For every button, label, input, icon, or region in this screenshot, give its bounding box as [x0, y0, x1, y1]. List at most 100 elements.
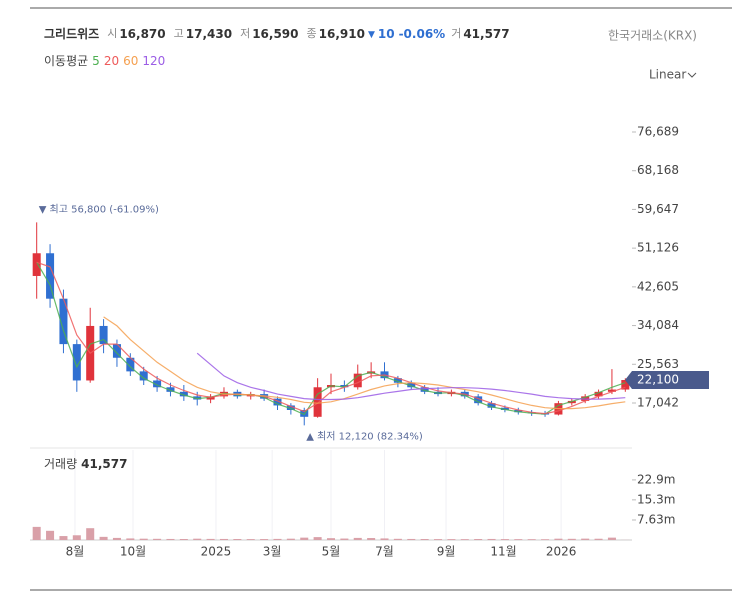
- field-value: 16,910: [319, 27, 365, 41]
- volume-bar: [380, 538, 389, 540]
- candle-body: [514, 409, 523, 413]
- volume-bar: [500, 539, 509, 540]
- volume-bar: [607, 537, 616, 540]
- candle-body: [46, 253, 55, 299]
- x-tick-label: 10월: [120, 545, 146, 559]
- volume-bar: [286, 538, 295, 540]
- candle-body: [393, 378, 402, 383]
- volume-bar: [340, 538, 349, 540]
- candle-body: [32, 253, 41, 276]
- legend-entry: 120: [142, 54, 165, 68]
- x-tick-label: 5월: [322, 545, 341, 559]
- volume-tick-label: 7.63m: [637, 512, 675, 526]
- volume-bar: [554, 538, 563, 540]
- volume-bar: [179, 539, 188, 540]
- volume-bar: [112, 537, 121, 540]
- candle-body: [206, 396, 215, 400]
- x-tick-label: 11월: [490, 545, 516, 559]
- volume-bar: [233, 539, 242, 540]
- candle-body: [607, 389, 616, 392]
- x-tick-label: 3월: [263, 545, 282, 559]
- volume-bar: [139, 538, 148, 540]
- field-label: 시: [107, 27, 117, 40]
- scale-label[interactable]: Linear: [649, 68, 686, 82]
- volume-bar: [32, 526, 41, 540]
- candle-body: [166, 387, 175, 392]
- scale-toggle[interactable]: Linear: [649, 68, 697, 82]
- volume-bar: [46, 530, 55, 540]
- x-tick-label: 2026: [546, 545, 577, 559]
- ma-line: [36, 261, 626, 416]
- field-value: 17,430: [186, 27, 232, 41]
- change-pct: -0.06%: [399, 27, 446, 41]
- candle-body: [193, 396, 202, 400]
- field-label: 종: [307, 27, 317, 40]
- ma-line: [196, 352, 626, 401]
- high-annotation: ▼ 최고 56,800 (-61.09%): [39, 203, 159, 215]
- legend-entry: 60: [123, 54, 138, 68]
- candle-body: [407, 382, 416, 388]
- volume-last: 41,577: [81, 457, 127, 471]
- y-tick-label: 25,563: [637, 357, 679, 371]
- field-label: 저: [240, 27, 250, 40]
- candle-body: [594, 391, 603, 397]
- x-tick-label: 2025: [201, 545, 232, 559]
- volume-bar: [420, 539, 429, 540]
- change-amount: 10: [378, 27, 395, 41]
- volume-bar: [219, 538, 228, 540]
- volume-bar: [273, 538, 282, 540]
- x-tick-label: 9월: [437, 545, 456, 559]
- candle-body: [99, 325, 108, 345]
- stock-name: 그리드위즈: [44, 26, 99, 41]
- volume-bar: [353, 537, 362, 540]
- volume-bar: [447, 539, 456, 540]
- exchange: 한국거래소(KRX): [608, 29, 697, 43]
- field-label: 고: [174, 27, 184, 40]
- candle-body: [313, 387, 322, 417]
- candle-body: [500, 407, 509, 410]
- volume-bar: [300, 537, 309, 540]
- low-annotation: ▲ 최저 12,120 (82.34%): [306, 430, 423, 442]
- volume-label: 거래량: [44, 457, 77, 471]
- volume-bar: [153, 538, 162, 540]
- legend-entry: 20: [104, 54, 119, 68]
- x-tick-label: 7월: [375, 545, 394, 559]
- x-tick-label: 8월: [66, 545, 85, 559]
- field-value: 16,590: [252, 27, 298, 41]
- volume-bar: [326, 538, 336, 540]
- volume-tick-label: 15.3m: [637, 492, 675, 506]
- volume-bar: [407, 538, 416, 540]
- legend-entry: 5: [92, 54, 100, 68]
- dropdown-icon[interactable]: [687, 72, 697, 78]
- volume-tick-label: 22.9m: [637, 472, 675, 486]
- header: 그리드위즈 시 16,870 고 17,430 저 16,590 종 16,910 ▼ 10 -0.0…: [44, 26, 510, 41]
- change-arrow: ▼: [368, 30, 375, 40]
- field-value: 16,870: [119, 27, 165, 41]
- price-tag-label: 22,100: [637, 373, 679, 387]
- candle-body: [474, 396, 483, 404]
- candle-body: [420, 387, 429, 392]
- volume-bar: [206, 538, 215, 540]
- volume-bar: [474, 539, 483, 540]
- volume-bar: [86, 528, 95, 540]
- volume-bar: [567, 538, 576, 540]
- volume-legend: 거래량 41,577: [44, 457, 127, 471]
- candle-body: [353, 373, 362, 388]
- volume-bar: [581, 538, 590, 540]
- volume-bar: [367, 538, 376, 540]
- volume-bar: [594, 538, 603, 540]
- volume-bar: [59, 536, 68, 540]
- volume-bar: [99, 536, 108, 540]
- volume-bar: [514, 539, 523, 540]
- volume-bar: [193, 538, 202, 540]
- y-tick-label: 42,605: [637, 279, 679, 293]
- y-tick-label: 68,168: [637, 163, 679, 177]
- ma-line: [36, 261, 626, 415]
- candle-body: [139, 371, 148, 381]
- volume-bar: [260, 539, 269, 540]
- field-value: 41,577: [463, 27, 509, 41]
- candle-body: [621, 380, 630, 390]
- candle-body: [153, 380, 162, 388]
- candle-body: [487, 403, 496, 408]
